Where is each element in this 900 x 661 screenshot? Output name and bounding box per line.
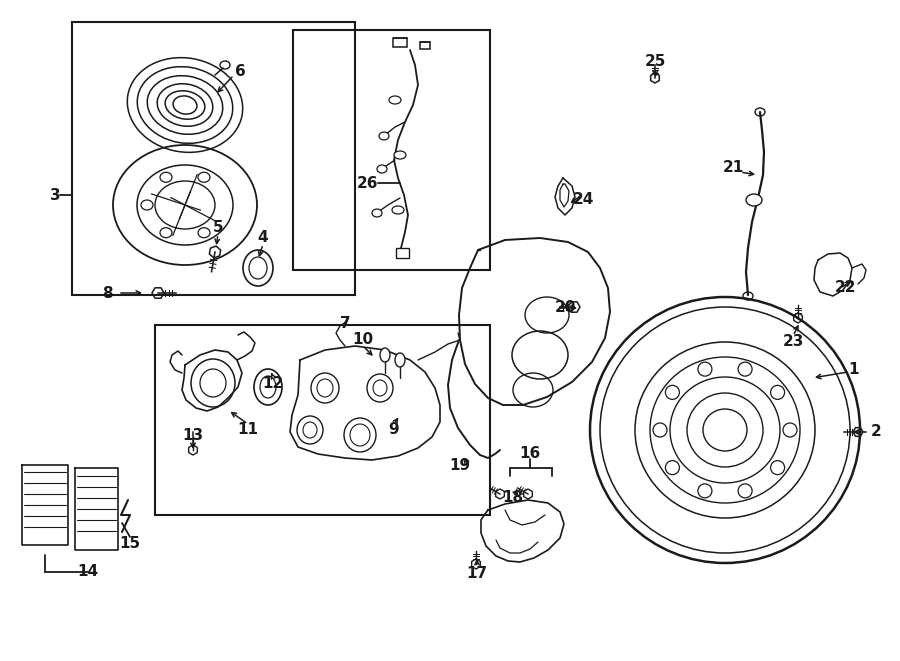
Text: 2: 2 bbox=[870, 424, 881, 440]
Text: 17: 17 bbox=[466, 566, 488, 580]
Text: 10: 10 bbox=[353, 332, 374, 348]
Text: 8: 8 bbox=[102, 286, 112, 301]
Text: 4: 4 bbox=[257, 231, 268, 245]
Ellipse shape bbox=[394, 151, 406, 159]
Text: 26: 26 bbox=[356, 176, 378, 190]
Text: 24: 24 bbox=[572, 192, 594, 208]
Text: 18: 18 bbox=[502, 490, 524, 504]
Bar bbox=[420, 42, 430, 49]
Bar bbox=[72, 22, 355, 295]
Bar bbox=[393, 38, 407, 47]
Text: 9: 9 bbox=[389, 422, 400, 438]
Text: 11: 11 bbox=[238, 422, 258, 438]
Text: 19: 19 bbox=[449, 459, 471, 473]
Text: 5: 5 bbox=[212, 221, 223, 235]
Text: 6: 6 bbox=[235, 65, 246, 79]
Ellipse shape bbox=[379, 132, 389, 140]
Text: 20: 20 bbox=[554, 301, 576, 315]
Ellipse shape bbox=[380, 348, 390, 362]
Text: 7: 7 bbox=[339, 315, 350, 330]
Bar bbox=[155, 325, 490, 515]
Text: 21: 21 bbox=[723, 161, 743, 176]
Text: 3: 3 bbox=[50, 188, 60, 202]
Text: 22: 22 bbox=[835, 280, 857, 295]
Ellipse shape bbox=[395, 353, 405, 367]
Text: 25: 25 bbox=[644, 54, 666, 69]
Ellipse shape bbox=[746, 194, 762, 206]
Text: 14: 14 bbox=[77, 564, 99, 580]
Ellipse shape bbox=[372, 209, 382, 217]
Ellipse shape bbox=[392, 206, 404, 214]
Ellipse shape bbox=[389, 96, 401, 104]
Text: 12: 12 bbox=[263, 375, 284, 391]
Text: 16: 16 bbox=[519, 446, 541, 461]
Bar bbox=[396, 248, 409, 258]
Text: 23: 23 bbox=[782, 334, 804, 350]
Text: 15: 15 bbox=[120, 535, 140, 551]
Text: 13: 13 bbox=[183, 428, 203, 442]
Text: 1: 1 bbox=[849, 362, 859, 377]
Ellipse shape bbox=[377, 165, 387, 173]
Bar bbox=[293, 30, 490, 270]
